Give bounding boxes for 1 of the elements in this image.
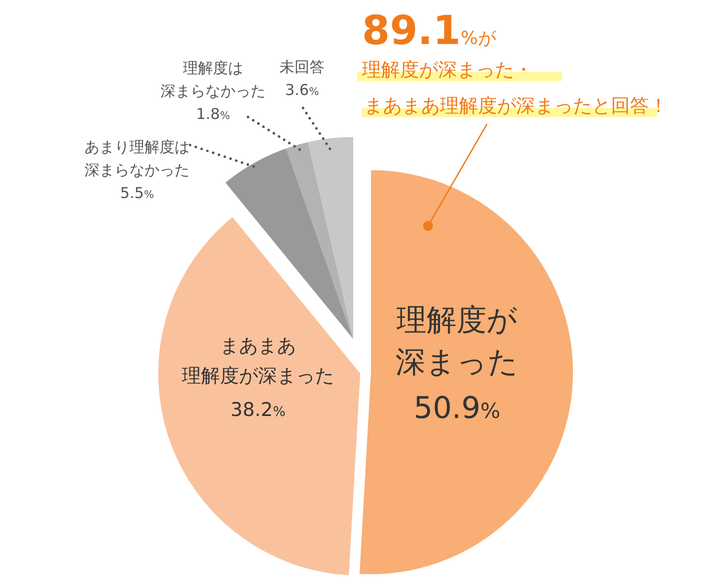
callout: 89.1%が 理解度が深まった・ まあまあ理解度が深まったと回答！	[357, 8, 668, 231]
